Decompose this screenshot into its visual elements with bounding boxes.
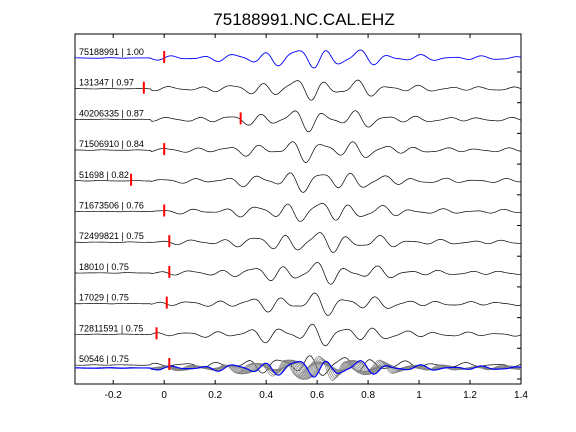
trace-label: 50546 | 0.75: [79, 354, 129, 364]
x-axis: -0.2 0 0.2 0.4 0.6 0.8 1 1.2 1.4: [105, 34, 528, 401]
x-tick-label: 0.8: [361, 390, 375, 401]
x-tick-label: 0: [161, 390, 167, 401]
x-tick-label: 1: [416, 390, 422, 401]
waveform-traces: [74, 49, 522, 376]
x-tick-label: 1.2: [463, 390, 477, 401]
trace-line: [74, 141, 522, 163]
trace-line: [74, 49, 522, 69]
trace-labels: 75188991 | 1.00 131347 | 0.97 40206335 | 0…: [79, 47, 144, 364]
trace-label: 71673506 | 0.76: [79, 201, 144, 211]
trace-label: 72811591 | 0.75: [79, 323, 143, 333]
right-edge-ticks: [517, 71, 521, 380]
x-tick-label: 1.4: [514, 390, 528, 401]
axes-box: [74, 33, 522, 385]
trace-label: 72499821 | 0.75: [79, 231, 144, 241]
plot-area: 75188991 | 1.00 131347 | 0.97 40206335 | 0…: [74, 33, 522, 385]
trace-label: 18010 | 0.75: [79, 262, 129, 272]
trace-line: [74, 292, 522, 316]
trace-line: [74, 323, 522, 347]
x-tick-label: 0.6: [310, 390, 324, 401]
x-tick-label: 0.4: [259, 390, 273, 401]
trace-label: 71506910 | 0.84: [79, 139, 144, 149]
trace-label: 17029 | 0.75: [79, 293, 129, 303]
trace-label: 75188991 | 1.00: [79, 47, 144, 57]
trace-line: [74, 262, 522, 285]
trace-label: 51698 | 0.82: [79, 170, 129, 180]
pick-markers: [130, 51, 242, 370]
trace-line: [74, 232, 522, 253]
stacked-overlay: [74, 356, 522, 381]
trace-label: 131347 | 0.97: [79, 78, 134, 88]
stack-reference-line: [75, 360, 522, 378]
x-tick-label: -0.2: [105, 390, 123, 401]
x-tick-label: 0.2: [208, 390, 222, 401]
trace-line: [75, 110, 522, 133]
trace-line: [74, 203, 522, 222]
trace-label: 40206335 | 0.87: [79, 108, 144, 118]
chart-title: 75188991.NC.CAL.EHZ: [213, 10, 394, 29]
trace-line: [75, 172, 522, 193]
trace-line: [74, 79, 522, 101]
